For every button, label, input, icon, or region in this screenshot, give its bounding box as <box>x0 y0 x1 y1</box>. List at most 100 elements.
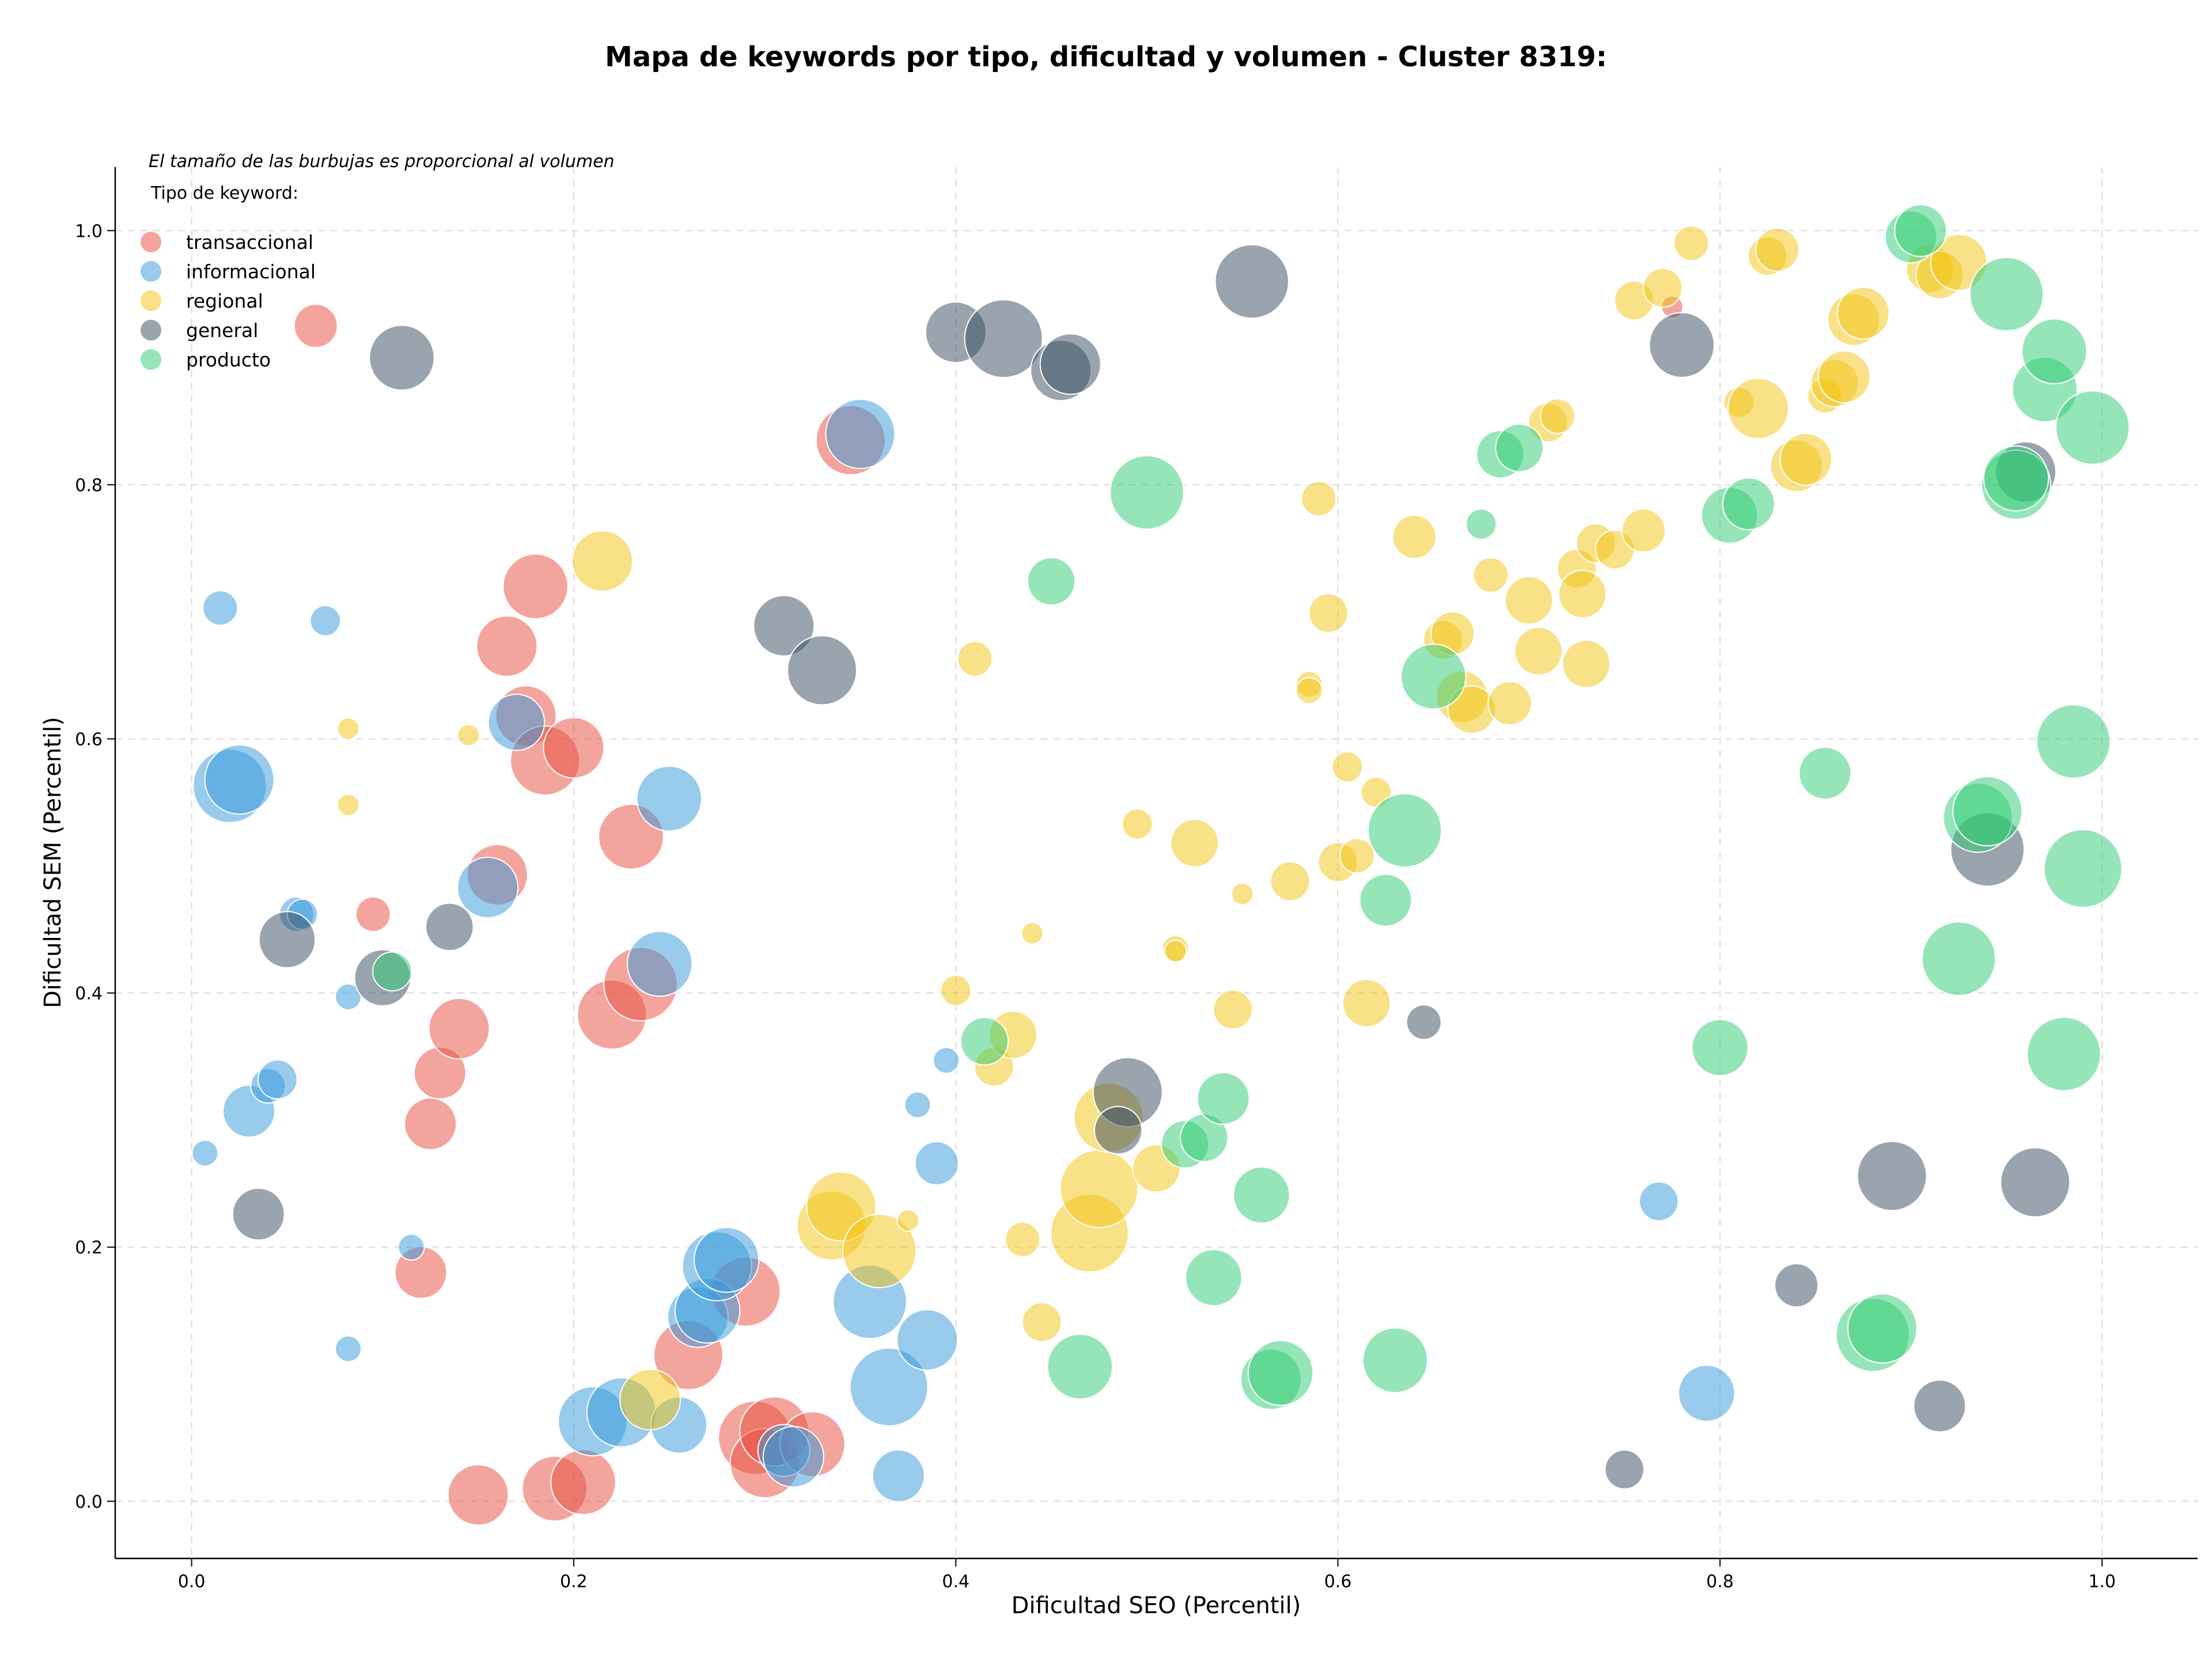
bubble-informacional <box>1638 1181 1679 1222</box>
legend-marker-general <box>141 320 161 340</box>
bubble-general <box>1406 1004 1442 1041</box>
bubble-regional <box>1621 508 1666 553</box>
ticks: 0.0 0.2 0.4 0.6 0.8 1.0 0.0 0.2 0.4 0.6 0.8 1.0 <box>75 221 2116 1592</box>
bubble-general <box>1214 244 1290 319</box>
bubble-general <box>1774 1263 1819 1308</box>
x-tick-label: 0.4 <box>942 1572 969 1592</box>
bubble-regional <box>1342 978 1391 1028</box>
bubble-regional <box>1331 751 1363 783</box>
legend-label-regional: regional <box>186 290 263 312</box>
bubble-transaccional <box>543 717 605 779</box>
bubble-informacional <box>397 1234 425 1261</box>
bubble-regional <box>1504 576 1554 625</box>
bubble-transaccional <box>293 304 338 349</box>
bubble-regional <box>1836 286 1890 340</box>
bubble-regional <box>457 724 480 747</box>
x-tick-label: 1.0 <box>2088 1572 2116 1592</box>
bubble-regional <box>896 1209 920 1232</box>
bubble-transaccional <box>502 553 569 620</box>
bubble-informacional <box>694 1227 760 1293</box>
bubble-general <box>369 324 435 391</box>
bubble-producto <box>372 951 412 992</box>
legend-marker-transaccional <box>141 232 161 252</box>
bubble-regional <box>1270 861 1310 902</box>
bubble-producto <box>1894 204 1948 258</box>
y-tick-label: 0.2 <box>75 1238 103 1258</box>
bubble-transaccional <box>550 1449 616 1515</box>
bubble-producto <box>1109 455 1184 530</box>
bubble-transaccional <box>355 896 391 932</box>
bubble-informacional <box>872 1449 925 1503</box>
legend-label-transaccional: transaccional <box>186 231 313 253</box>
bubble-regional <box>1164 940 1187 963</box>
bubble-regional <box>1021 922 1044 945</box>
bubble-informacional <box>626 930 693 997</box>
bubble-producto <box>1359 873 1412 927</box>
bubble-producto <box>1233 1166 1290 1224</box>
bubble-general <box>1857 1141 1927 1212</box>
bubble-general <box>1913 1379 1967 1433</box>
y-axis-label: Dificultad SEM (Percentil) <box>40 717 66 1008</box>
x-tick-label: 0.2 <box>560 1572 588 1592</box>
bubble-transaccional <box>404 1097 457 1151</box>
bubble-informacional <box>1677 1364 1736 1422</box>
bubble-general <box>258 911 316 968</box>
bubble-informacional <box>335 1335 362 1363</box>
y-tick-label: 0.4 <box>75 984 103 1004</box>
y-tick-label: 0.6 <box>75 729 103 750</box>
legend-marker-producto <box>141 349 161 370</box>
bubble-regional <box>1392 514 1437 559</box>
legend: Tipo de keyword: transaccional informacio… <box>141 183 316 371</box>
bubble-size-note: El tamaño de las burbujas es proporciona… <box>149 152 615 172</box>
bubble-producto <box>1691 1019 1749 1077</box>
chart-title: Mapa de keywords por tipo, dificultad y … <box>605 41 1607 73</box>
bubble-informacional <box>202 590 238 626</box>
bubble-informacional <box>825 399 896 470</box>
bubble-producto <box>2043 828 2123 908</box>
bubble-informacional <box>309 605 342 637</box>
bubble-producto <box>1367 793 1442 868</box>
bubble-regional <box>1213 989 1253 1030</box>
bubble-regional <box>1487 681 1532 726</box>
bubble-informacional <box>904 1091 931 1119</box>
bubble-producto <box>1196 1072 1250 1125</box>
bubble-regional <box>1514 627 1563 676</box>
bubble-regional <box>1558 569 1607 619</box>
bubble-regional <box>1755 227 1800 272</box>
legend-label-informacional: informacional <box>186 260 316 283</box>
bubble-informacional <box>257 1059 298 1100</box>
bubble-regional <box>1308 593 1349 633</box>
bubble-regional <box>1005 1221 1041 1258</box>
bubble-regional <box>1562 640 1611 688</box>
bubble-general <box>232 1187 285 1241</box>
bubble-producto <box>1952 776 2023 847</box>
bubble-informacional <box>636 765 703 832</box>
bubble-regional <box>940 974 972 1007</box>
legend-title: Tipo de keyword: <box>150 183 298 203</box>
bubble-producto <box>1027 557 1076 606</box>
bubble-informacional <box>487 694 546 751</box>
bubble-general <box>425 902 474 952</box>
bubble-producto <box>2021 318 2088 385</box>
bubble-regional <box>571 530 634 592</box>
bubble-regional <box>1170 819 1219 868</box>
bubble-informacional <box>933 1046 960 1074</box>
bubble-regional <box>957 641 993 677</box>
bubble-producto <box>1465 508 1497 540</box>
y-tick-label: 0.8 <box>75 475 103 495</box>
bubble-transaccional <box>476 615 538 677</box>
bubble-regional <box>1230 882 1254 906</box>
bubble-general <box>1093 1106 1143 1155</box>
bubble-regional <box>336 717 360 740</box>
bubble-regional <box>1642 267 1683 308</box>
bubble-informacional <box>896 1309 959 1371</box>
bubble-producto <box>1847 1293 1918 1364</box>
axes <box>114 167 2198 1560</box>
bubble-transaccional <box>447 1464 509 1526</box>
bubble-regional <box>1059 1149 1139 1228</box>
bubble-producto <box>1247 1340 1314 1406</box>
bubble-general <box>753 595 815 657</box>
bubble-producto <box>960 1017 1009 1066</box>
bubble-regional <box>1930 233 1988 292</box>
